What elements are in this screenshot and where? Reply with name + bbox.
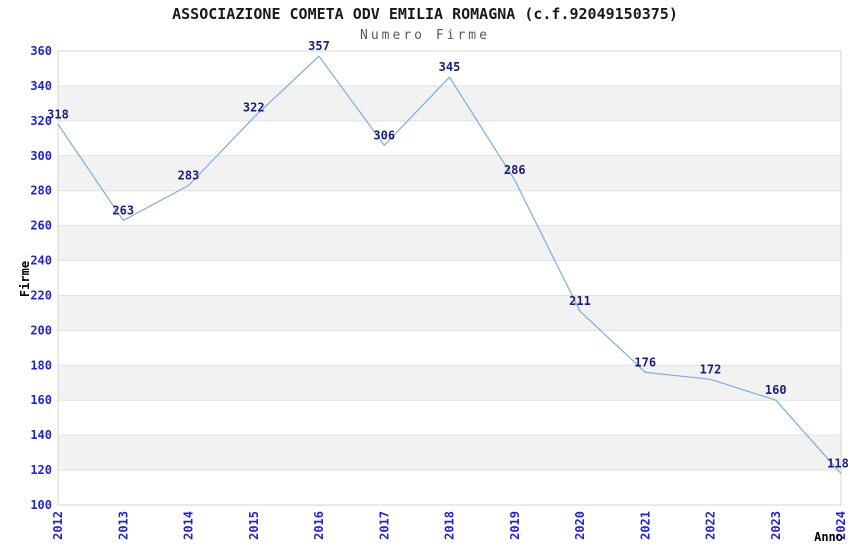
data-point-label: 176 — [634, 355, 656, 369]
y-tick-label: 260 — [30, 219, 52, 233]
x-tick-label: 2020 — [573, 511, 587, 540]
x-tick-label: 2017 — [377, 511, 391, 540]
line-series — [57, 55, 842, 474]
x-tick-label: 2021 — [638, 511, 652, 540]
plot-border — [57, 50, 842, 506]
band — [58, 435, 841, 471]
y-tick-label: 280 — [30, 184, 52, 198]
y-tick-label: 140 — [30, 428, 52, 442]
x-tick-label: 2015 — [247, 511, 261, 540]
x-tick-label: 2024 — [834, 511, 848, 540]
data-point-label: 322 — [243, 100, 265, 114]
data-point-label: 160 — [765, 383, 787, 397]
x-tick-label: 2013 — [116, 511, 130, 540]
band — [58, 295, 841, 331]
chart-title: ASSOCIAZIONE COMETA ODV EMILIA ROMAGNA (… — [172, 5, 678, 23]
y-tick-label: 320 — [30, 114, 52, 128]
y-tick-label: 340 — [30, 79, 52, 93]
x-tick-label: 2019 — [508, 511, 522, 540]
data-point-label: 357 — [308, 39, 330, 53]
data-point-label: 211 — [569, 294, 591, 308]
y-tick-label: 360 — [30, 44, 52, 58]
series-line — [57, 55, 842, 474]
chart-subtitle: Numero Firme — [360, 28, 490, 43]
x-tick-label: 2012 — [51, 511, 65, 540]
data-point-label: 118 — [827, 457, 849, 471]
y-tick-label: 300 — [30, 149, 52, 163]
x-tick-label: 2018 — [443, 511, 457, 540]
y-tick-label: 200 — [30, 323, 52, 337]
band — [58, 225, 841, 261]
y-axis-tick-labels: 100 120 140 160 180 200 220 240 260 280 300 320 340 3… — [30, 44, 52, 512]
band — [58, 155, 841, 191]
x-tick-label: 2014 — [182, 511, 196, 540]
y-tick-label: 160 — [30, 393, 52, 407]
y-tick-label: 240 — [30, 254, 52, 268]
y-tick-label: 100 — [30, 498, 52, 512]
y-axis-title: Firme — [18, 261, 32, 297]
data-point-label: 318 — [47, 107, 69, 121]
band — [58, 365, 841, 401]
x-axis-tick-labels: 2012 2013 2014 2015 2016 2017 2018 2019 2020 2021… — [51, 511, 848, 540]
data-point-label: 306 — [373, 128, 395, 142]
data-point-label: 283 — [178, 168, 200, 182]
band — [58, 85, 841, 121]
data-point-label: 263 — [112, 203, 134, 217]
x-axis-title: Anno — [814, 530, 843, 544]
y-tick-label: 120 — [30, 463, 52, 477]
y-tick-label: 180 — [30, 358, 52, 372]
data-point-label: 286 — [504, 163, 526, 177]
data-point-label: 172 — [700, 362, 722, 376]
x-tick-label: 2016 — [312, 511, 326, 540]
x-tick-label: 2022 — [704, 511, 718, 540]
x-tick-label: 2023 — [769, 511, 783, 540]
data-point-labels: 318 263 283 322 357 306 345 286 211 176 172 160 118 — [47, 39, 849, 470]
background-bands — [58, 85, 841, 471]
gridlines — [58, 85, 841, 471]
y-tick-label: 220 — [30, 288, 52, 302]
data-point-label: 345 — [439, 60, 461, 74]
